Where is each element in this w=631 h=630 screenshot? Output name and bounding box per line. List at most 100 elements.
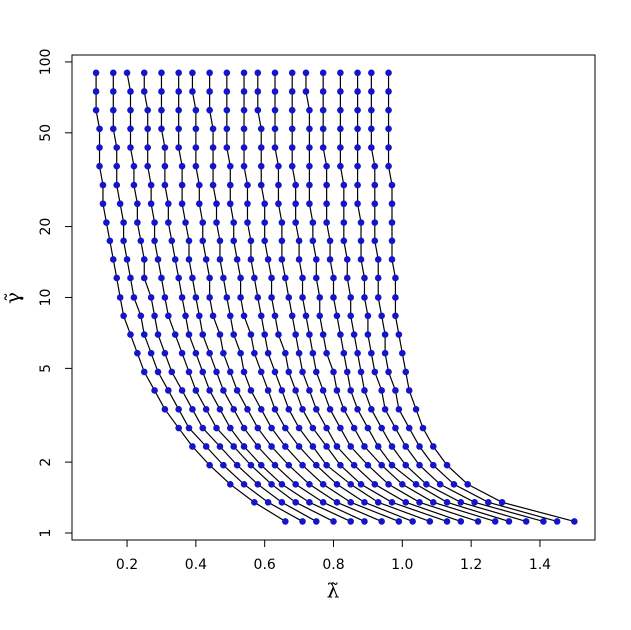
- point: [165, 219, 172, 226]
- point: [323, 162, 330, 170]
- point: [144, 106, 151, 114]
- point: [206, 274, 213, 282]
- point: [185, 368, 193, 376]
- point: [223, 88, 231, 95]
- point: [120, 312, 127, 320]
- point: [443, 518, 451, 525]
- point: [264, 256, 272, 263]
- point: [151, 312, 158, 320]
- point: [134, 200, 141, 208]
- point: [361, 294, 368, 301]
- point: [368, 144, 375, 151]
- point: [151, 237, 158, 245]
- point: [347, 499, 355, 506]
- point: [278, 256, 286, 263]
- point: [282, 274, 289, 282]
- point: [333, 387, 341, 394]
- point: [254, 294, 262, 301]
- point: [309, 219, 317, 226]
- point: [140, 69, 148, 77]
- point: [271, 106, 279, 114]
- point: [378, 424, 385, 432]
- point: [247, 461, 255, 469]
- point: [306, 499, 313, 506]
- point: [343, 274, 351, 282]
- point: [99, 181, 107, 189]
- point: [175, 406, 182, 413]
- point: [285, 294, 293, 301]
- point: [140, 368, 148, 376]
- point: [299, 274, 306, 282]
- point: [140, 331, 148, 338]
- point: [371, 162, 379, 170]
- point: [247, 256, 255, 263]
- point: [385, 144, 392, 151]
- point: [381, 406, 389, 413]
- point: [185, 424, 193, 432]
- point: [323, 200, 330, 208]
- point: [151, 219, 158, 226]
- point: [385, 368, 392, 376]
- point: [395, 518, 403, 525]
- point: [306, 144, 313, 151]
- point: [178, 387, 186, 394]
- point: [161, 349, 169, 357]
- point: [350, 331, 358, 338]
- point: [175, 274, 182, 282]
- point: [354, 106, 361, 114]
- point: [392, 274, 399, 282]
- point: [226, 200, 234, 208]
- point: [154, 368, 162, 376]
- point: [140, 88, 148, 95]
- point: [140, 274, 148, 282]
- point: [337, 106, 344, 114]
- point: [306, 387, 313, 394]
- point: [357, 368, 365, 376]
- point: [288, 69, 296, 77]
- point: [429, 443, 437, 450]
- point: [309, 443, 317, 450]
- point: [165, 200, 172, 208]
- point: [257, 406, 265, 413]
- point: [223, 125, 231, 133]
- point: [199, 368, 207, 376]
- point: [347, 480, 355, 488]
- point: [357, 480, 365, 488]
- point: [196, 200, 203, 208]
- point: [261, 219, 268, 226]
- point: [288, 88, 296, 95]
- point: [120, 219, 127, 226]
- point: [206, 461, 213, 469]
- point: [416, 499, 423, 506]
- point: [371, 219, 379, 226]
- point: [175, 125, 182, 133]
- point: [337, 424, 344, 432]
- point: [368, 349, 375, 357]
- point: [474, 518, 482, 525]
- point: [209, 144, 217, 151]
- point: [312, 518, 320, 525]
- point: [292, 219, 299, 226]
- point: [278, 499, 286, 506]
- point: [337, 144, 344, 151]
- point: [264, 349, 272, 357]
- point: [340, 406, 348, 413]
- point: [226, 181, 234, 189]
- point: [388, 219, 396, 226]
- point: [268, 274, 275, 282]
- point: [254, 88, 262, 95]
- point: [371, 480, 379, 488]
- point: [429, 461, 437, 469]
- point: [419, 424, 427, 432]
- point: [323, 443, 330, 450]
- point: [175, 106, 182, 114]
- point: [312, 274, 320, 282]
- point: [216, 331, 224, 338]
- point: [319, 125, 327, 133]
- point: [385, 106, 392, 114]
- point: [275, 162, 282, 170]
- point: [357, 219, 365, 226]
- point: [178, 200, 186, 208]
- point: [233, 461, 241, 469]
- point: [106, 237, 114, 245]
